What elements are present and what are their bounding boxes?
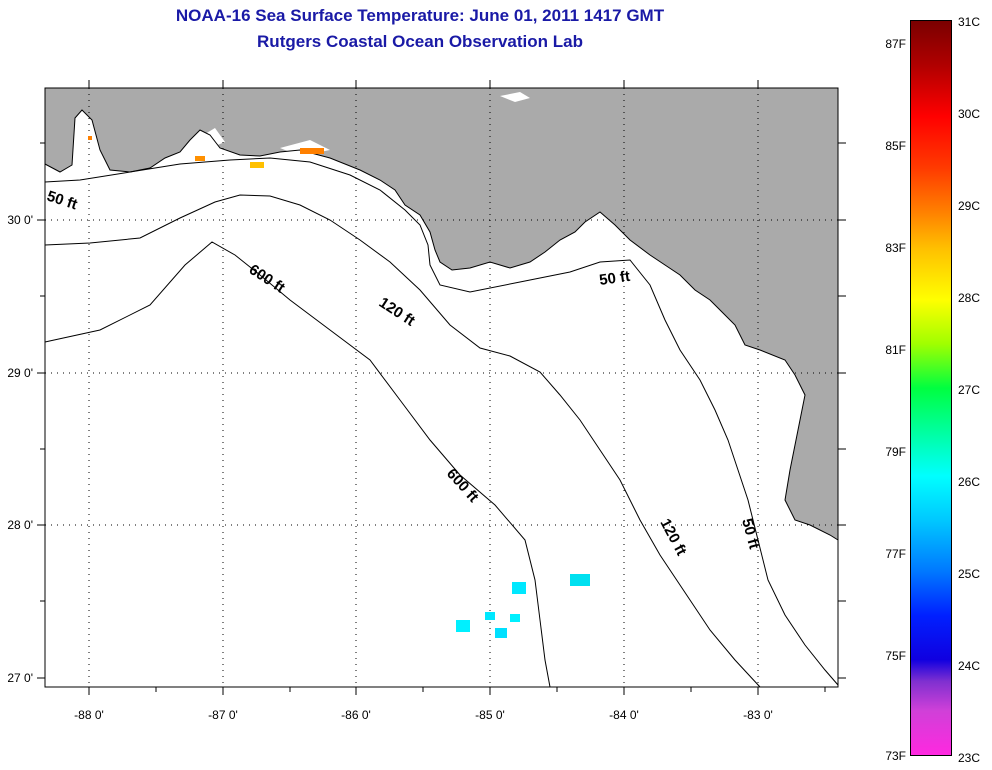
lon-label-85: -85 0' xyxy=(475,708,505,722)
colorbar-c-label-24: 24C xyxy=(958,659,981,673)
contour-600ft xyxy=(44,241,551,688)
sst-map: -88 0' -87 0' -86 0' -85 0' -84 0' -83 0… xyxy=(7,80,846,722)
colorbar-f-label-79: 79F xyxy=(885,445,906,459)
map-frame xyxy=(44,87,839,688)
coastline xyxy=(44,109,839,541)
colorbar-c-label-27: 27C xyxy=(958,383,981,397)
lon-label-88: -88 0' xyxy=(74,708,104,722)
colorbar-f-label-73: 73F xyxy=(885,749,906,763)
frame-ticks xyxy=(37,80,846,695)
lat-label-27: 27 0' xyxy=(7,671,33,685)
colorbar-f-label-81: 81F xyxy=(885,343,906,357)
colorbar-f-label-77: 77F xyxy=(885,547,906,561)
sst-patches xyxy=(88,136,590,638)
colorbar-f-label-87: 87F xyxy=(885,37,906,51)
colorbar-f-label-85: 85F xyxy=(885,139,906,153)
lat-label-29: 29 0' xyxy=(7,366,33,380)
map-title: NOAA-16 Sea Surface Temperature: June 01… xyxy=(175,6,665,25)
colorbar-c-label-23: 23C xyxy=(958,751,981,765)
colorbar-f-label-83: 83F xyxy=(885,241,906,255)
lon-label-86: -86 0' xyxy=(341,708,371,722)
lon-label-83: -83 0' xyxy=(743,708,773,722)
colorbar-c-label-29: 29C xyxy=(958,199,981,213)
colorbar-c-label-25: 25C xyxy=(958,567,981,581)
map-subtitle: Rutgers Coastal Ocean Observation Lab xyxy=(257,32,583,51)
colorbar-c-label-26: 26C xyxy=(958,475,981,489)
contour-50ft xyxy=(44,157,839,686)
lat-label-30: 30 0' xyxy=(7,213,33,227)
colorbar-c-label-31: 31C xyxy=(958,15,981,29)
lat-label-28: 28 0' xyxy=(7,518,33,532)
contour-120ft xyxy=(44,194,761,688)
lon-label-87: -87 0' xyxy=(208,708,238,722)
contour-label-50-east: 50 ft xyxy=(598,268,631,289)
graticule xyxy=(45,88,838,687)
colorbar-f-label-75: 75F xyxy=(885,649,906,663)
colorbar-c-label-28: 28C xyxy=(958,291,981,305)
temperature-colorbar xyxy=(910,20,952,756)
lon-label-84: -84 0' xyxy=(609,708,639,722)
colorbar-c-label-30: 30C xyxy=(958,107,981,121)
gulf-water xyxy=(45,110,838,687)
inland-water xyxy=(500,92,530,102)
